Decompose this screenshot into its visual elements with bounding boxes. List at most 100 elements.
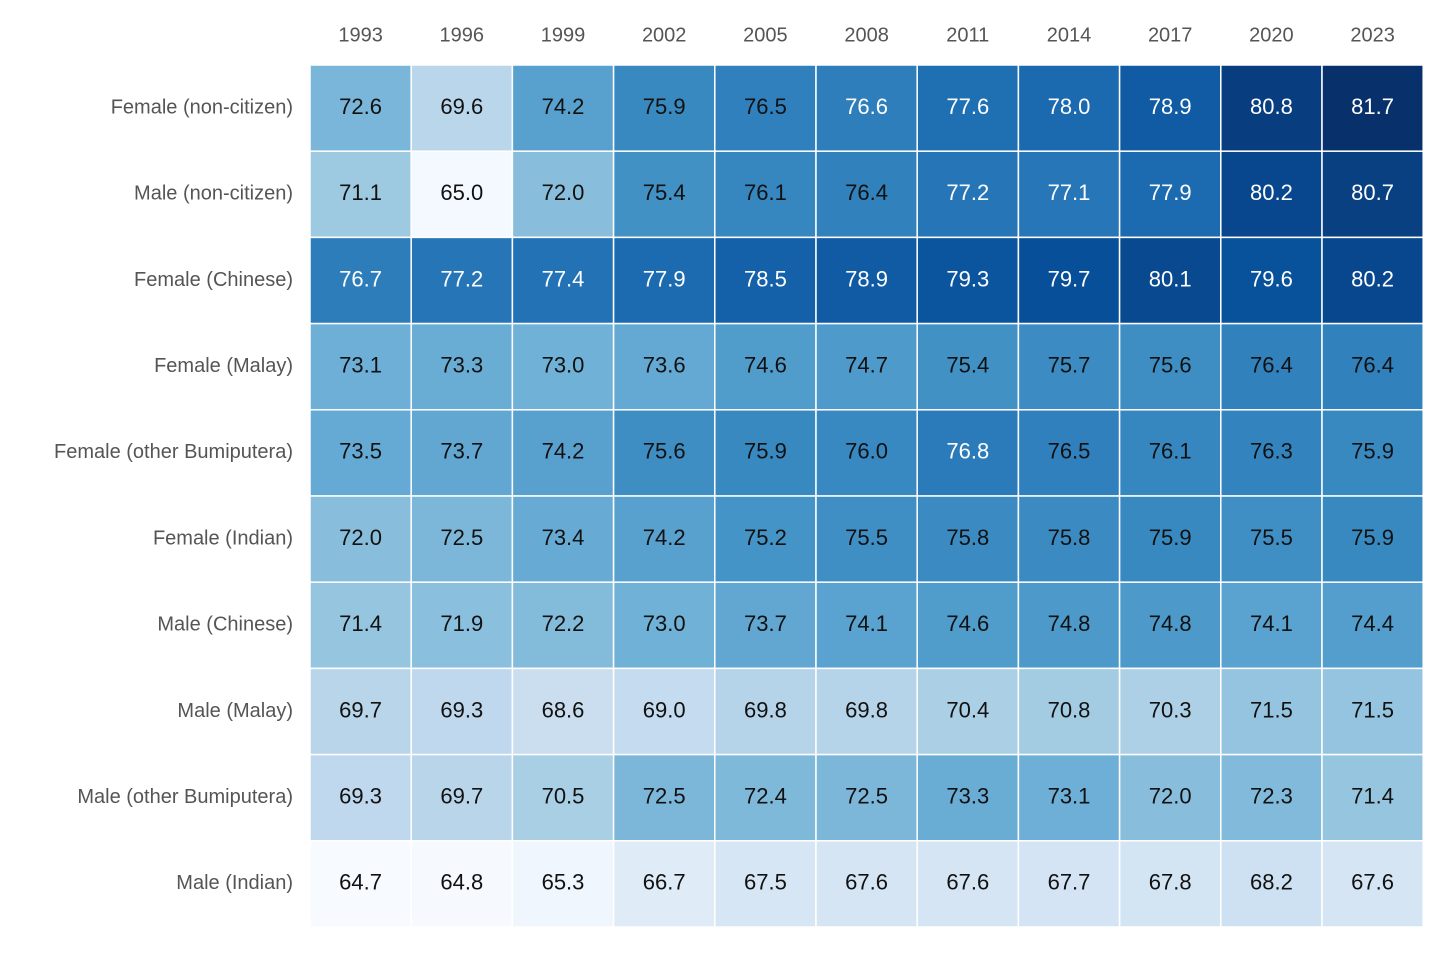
- cell-value-label: 77.1: [1048, 180, 1091, 205]
- cell-value-label: 73.3: [440, 353, 483, 378]
- cell-value-label: 74.8: [1048, 611, 1091, 636]
- heatmap-cell: [410, 581, 514, 670]
- cell-value-label: 76.5: [744, 94, 787, 119]
- heatmap-cell: [612, 667, 716, 756]
- heatmap-cell: [714, 409, 817, 497]
- cell-value-label: 76.4: [1250, 353, 1293, 378]
- cell-value-label: 71.5: [1250, 697, 1293, 722]
- cell-value-label: 72.2: [542, 611, 585, 636]
- heatmap-cell: [714, 236, 817, 325]
- heatmap-cell: [1118, 753, 1222, 842]
- cell-value-label: 80.8: [1250, 94, 1293, 119]
- cell-value-label: 75.2: [744, 525, 787, 550]
- cell-value-label: 72.4: [744, 784, 787, 809]
- column-label-2017: 2017: [1148, 24, 1193, 46]
- cell-value-label: 64.8: [440, 870, 483, 895]
- heatmap-cell: [815, 495, 918, 583]
- cell-value-label: 74.7: [845, 353, 888, 378]
- heatmap-cell: [916, 236, 1020, 325]
- cell-value-label: 73.3: [946, 784, 989, 809]
- cell-value-label: 68.6: [542, 697, 585, 722]
- heatmap-cell: [410, 409, 514, 497]
- column-label-2014: 2014: [1047, 24, 1092, 46]
- cell-value-label: 75.5: [845, 525, 888, 550]
- cell-value-label: 76.1: [744, 180, 787, 205]
- cell-value-label: 73.6: [643, 353, 686, 378]
- heatmap-cell: [309, 64, 412, 152]
- cell-value-label: 70.5: [542, 784, 585, 809]
- heatmap-cell: [1321, 840, 1424, 928]
- cell-value-label: 69.3: [339, 784, 382, 809]
- cell-value-label: 76.8: [946, 439, 989, 464]
- row-label: Female (Indian): [153, 527, 293, 549]
- cell-value-label: 74.2: [643, 525, 686, 550]
- column-label-2023: 2023: [1350, 24, 1395, 46]
- cell-value-label: 75.4: [946, 353, 989, 378]
- cell-value-label: 64.7: [339, 870, 382, 895]
- cell-value-label: 75.6: [643, 439, 686, 464]
- cell-value-label: 67.7: [1048, 870, 1091, 895]
- cell-value-label: 76.6: [845, 94, 888, 119]
- cell-value-label: 69.8: [845, 697, 888, 722]
- cell-value-label: 75.9: [1351, 439, 1394, 464]
- cell-value-label: 74.6: [946, 611, 989, 636]
- cell-value-label: 73.7: [440, 439, 483, 464]
- cell-value-label: 72.5: [440, 525, 483, 550]
- heatmap-cell: [1220, 150, 1323, 239]
- heatmap-cell: [815, 667, 918, 756]
- cell-value-label: 75.5: [1250, 525, 1293, 550]
- heatmap-cell: [309, 236, 412, 325]
- cell-value-label: 72.0: [542, 180, 585, 205]
- heatmap-cell: [1220, 322, 1323, 411]
- cell-value-label: 75.8: [1048, 525, 1091, 550]
- row-label: Male (Chinese): [157, 614, 293, 636]
- heatmap-cell: [511, 753, 615, 842]
- cell-value-label: 75.8: [946, 525, 989, 550]
- heatmap-cell: [511, 409, 615, 497]
- heatmap-cell: [1017, 667, 1121, 756]
- heatmap-cell: [1118, 840, 1222, 928]
- cell-value-label: 75.9: [1149, 525, 1192, 550]
- cell-value-label: 73.1: [1048, 784, 1091, 809]
- cell-value-label: 78.9: [1149, 94, 1192, 119]
- cell-value-label: 79.3: [946, 266, 989, 291]
- cell-value-label: 81.7: [1351, 94, 1394, 119]
- cell-value-label: 67.8: [1149, 870, 1192, 895]
- column-label-2005: 2005: [743, 24, 788, 46]
- cell-value-label: 74.1: [845, 611, 888, 636]
- heatmap-cell: [916, 753, 1020, 842]
- row-label: Female (Malay): [154, 355, 293, 377]
- heatmap-cell: [1321, 495, 1424, 583]
- cell-value-label: 66.7: [643, 870, 686, 895]
- heatmap-cell: [511, 64, 615, 152]
- heatmap-cell: [1118, 322, 1222, 411]
- heatmap-cell: [1220, 840, 1323, 928]
- cell-value-label: 67.5: [744, 870, 787, 895]
- cell-value-label: 80.2: [1351, 266, 1394, 291]
- cell-value-label: 77.6: [946, 94, 989, 119]
- heatmap-cell: [815, 150, 918, 239]
- heatmap-cell: [1220, 409, 1323, 497]
- cell-value-label: 78.0: [1048, 94, 1091, 119]
- heatmap-cell: [511, 840, 615, 928]
- heatmap-cell: [309, 753, 412, 842]
- cell-value-label: 73.0: [542, 353, 585, 378]
- cell-value-label: 75.9: [1351, 525, 1394, 550]
- cell-value-label: 67.6: [946, 870, 989, 895]
- heatmap-cell: [410, 64, 514, 152]
- cell-value-label: 75.7: [1048, 353, 1091, 378]
- cell-value-label: 69.7: [339, 697, 382, 722]
- heatmap-cell: [916, 409, 1020, 497]
- cell-value-label: 67.6: [845, 870, 888, 895]
- heatmap-cell: [815, 322, 918, 411]
- cell-value-label: 76.3: [1250, 439, 1293, 464]
- cell-value-label: 72.5: [845, 784, 888, 809]
- cell-value-label: 79.6: [1250, 266, 1293, 291]
- heatmap-cell: [1017, 840, 1121, 928]
- cell-value-label: 71.4: [1351, 784, 1394, 809]
- heatmap-cell: [714, 667, 817, 756]
- cell-value-label: 80.2: [1250, 180, 1293, 205]
- heatmap-cell: [309, 581, 412, 670]
- heatmap-cell: [1118, 581, 1222, 670]
